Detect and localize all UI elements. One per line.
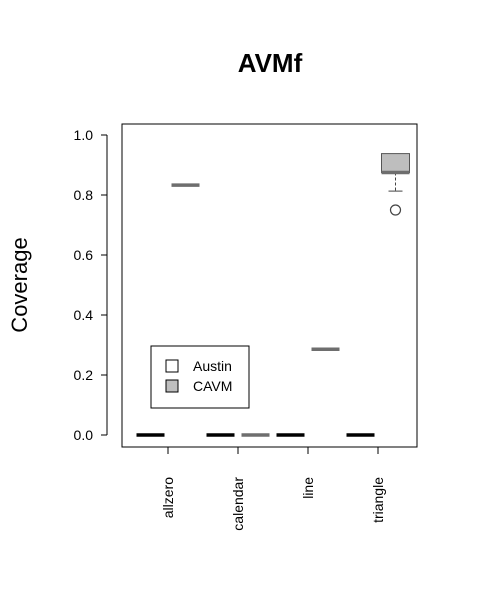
y-tick-label: 0.0 bbox=[74, 427, 94, 443]
y-tick-label: 0.6 bbox=[74, 247, 94, 263]
y-axis-label: Coverage bbox=[7, 237, 32, 332]
y-tick-label: 0.4 bbox=[74, 307, 94, 323]
x-tick-label: calendar bbox=[230, 477, 246, 531]
x-axis: allzero calendar line triangle bbox=[150, 446, 386, 531]
legend-label-austin: Austin bbox=[193, 358, 232, 374]
legend: Austin CAVM bbox=[150, 345, 250, 409]
legend-box bbox=[150, 345, 250, 409]
legend-swatch-austin bbox=[165, 359, 179, 373]
legend-label-cavm: CAVM bbox=[193, 378, 232, 394]
y-tick-label: 0.2 bbox=[74, 367, 94, 383]
x-tick-label: triangle bbox=[370, 477, 386, 523]
legend-swatch-cavm bbox=[165, 379, 179, 393]
y-axis: 0.0 0.2 0.4 0.6 0.8 1.0 bbox=[74, 127, 108, 443]
box-body bbox=[381, 153, 410, 174]
y-tick-label: 0.8 bbox=[74, 187, 94, 203]
outlier-point bbox=[389, 204, 402, 216]
boxes bbox=[136, 153, 410, 437]
chart-title: AVMf bbox=[238, 48, 303, 78]
x-tick-label: line bbox=[300, 477, 316, 499]
y-tick-label: 1.0 bbox=[74, 127, 94, 143]
x-tick-label: allzero bbox=[160, 477, 176, 518]
box-cavm-triangle bbox=[381, 153, 410, 216]
